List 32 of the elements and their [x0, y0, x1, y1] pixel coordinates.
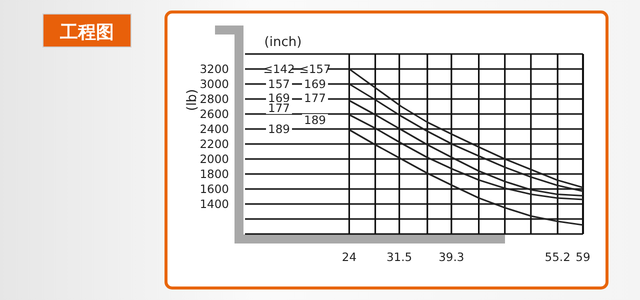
annotation: 189	[304, 113, 326, 127]
y-tick-label: 2800	[200, 92, 229, 106]
annotation: 157	[268, 77, 290, 91]
annotation: 177	[268, 101, 290, 115]
annotation: 169	[304, 77, 326, 91]
y-tick-label: 3000	[200, 77, 229, 92]
x-tick-label: 55.2	[544, 250, 570, 264]
y-tick-label: 2400	[200, 122, 229, 136]
x-tick-label: 59	[576, 250, 590, 264]
y-tick-label: 1400	[200, 197, 229, 212]
annotation: ≤142	[263, 62, 295, 76]
y-axis-title: (lb)	[185, 88, 200, 112]
line-series	[348, 68, 584, 188]
y-tick-label: 1600	[200, 182, 229, 196]
y-tick-label: 1800	[200, 167, 229, 182]
text: 工程图	[59, 22, 114, 43]
y-tick-label: 2000	[200, 152, 229, 166]
x-tick-label: 39.3	[438, 250, 464, 264]
annotation: 169	[268, 91, 290, 105]
annotation: 177	[304, 91, 326, 105]
x-tick-label: 24	[342, 250, 357, 264]
y-tick-label: 3200	[200, 62, 229, 76]
y-tick-label: 2600	[200, 107, 229, 122]
line-series	[348, 100, 584, 197]
x-tick-label: 31.5	[386, 250, 412, 264]
line-series	[348, 114, 584, 200]
x-axis-title: (inch)	[264, 35, 302, 50]
line-series	[348, 128, 584, 226]
annotation: ≤157	[299, 62, 331, 76]
annotation: 189	[268, 122, 290, 136]
line-series	[348, 83, 584, 192]
y-tick-label: 2200	[200, 137, 229, 152]
